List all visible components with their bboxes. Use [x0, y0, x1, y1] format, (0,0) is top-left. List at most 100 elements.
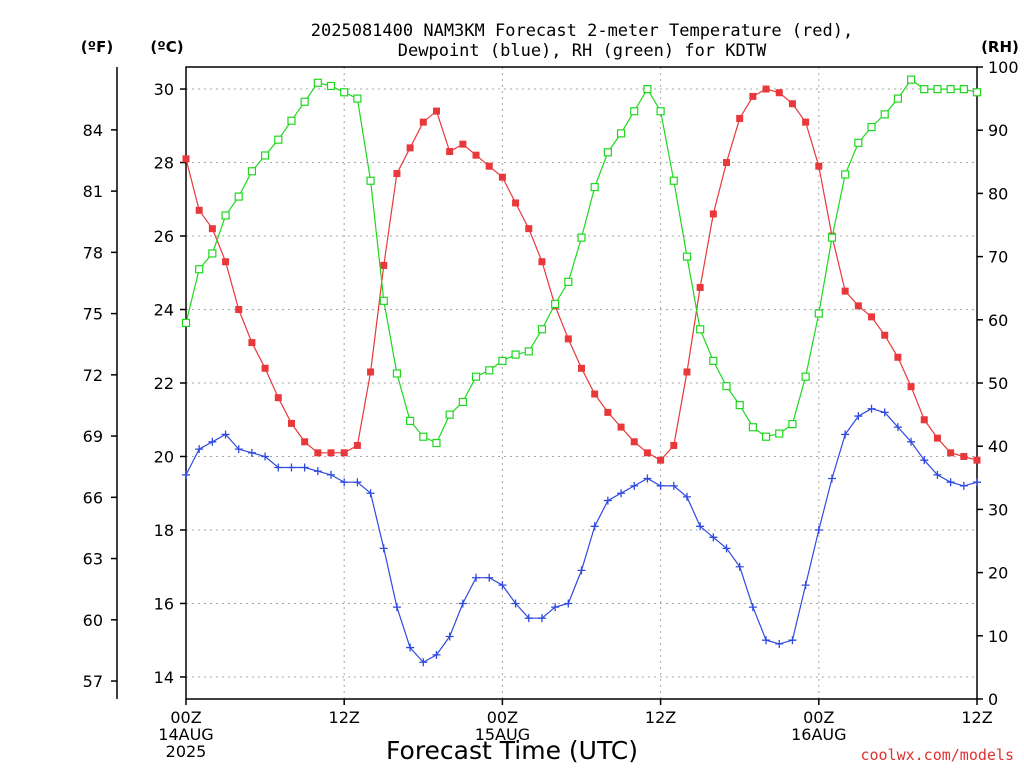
rh-point	[564, 277, 573, 286]
rh-point	[735, 401, 744, 410]
rh-point	[880, 110, 889, 119]
x-tick-label: 15AUG	[475, 725, 530, 744]
dewpoint-point	[893, 423, 902, 432]
temperature-point	[960, 452, 968, 460]
celsius-axis-ticks: 14 16 18 20 22 24 26 28 30	[154, 80, 186, 687]
dewpoint-point	[274, 463, 283, 472]
rh-point	[511, 350, 520, 359]
temperature-point	[683, 368, 691, 376]
rh-point	[761, 432, 771, 441]
dewpoint-point	[261, 452, 270, 461]
temperature-point	[353, 441, 361, 449]
temperature-point	[380, 261, 388, 269]
temperature-point	[657, 456, 665, 464]
rh-tick-label: 0	[988, 690, 998, 709]
rh-point	[432, 438, 441, 448]
dewpoint-point	[379, 544, 388, 553]
dewpoint-point	[854, 412, 863, 421]
temperature-point	[617, 423, 625, 431]
celsius-tick-label: 30	[154, 80, 174, 99]
rh-point	[524, 347, 533, 356]
rh-point	[814, 309, 823, 318]
temperature-point	[446, 148, 454, 156]
x-axis-label: Forecast Time (UTC)	[386, 736, 638, 765]
dewpoint-point	[973, 478, 981, 487]
dewpoint-point	[775, 639, 784, 648]
rh-point	[498, 356, 507, 365]
rh-series-line	[185, 78, 978, 444]
celsius-tick-label: 16	[154, 594, 174, 613]
rh-tick-label: 10	[988, 627, 1008, 646]
temperature-point	[643, 449, 651, 457]
dewpoint-point	[669, 481, 678, 490]
rh-tick-label: 20	[988, 564, 1008, 583]
temperature-point	[512, 199, 520, 207]
fahrenheit-tick-label: 63	[83, 550, 103, 569]
temperature-point	[881, 331, 889, 339]
temperature-point	[788, 100, 796, 108]
rh-point	[353, 94, 362, 103]
x-tick-label: 00Z	[803, 708, 834, 727]
temperature-point	[208, 225, 216, 233]
rh-point	[181, 318, 191, 328]
rh-point	[630, 107, 639, 116]
temperature-point	[485, 162, 493, 170]
fahrenheit-tick-label: 57	[83, 672, 103, 691]
rh-point	[274, 135, 283, 144]
x-tick-label: 12Z	[329, 708, 360, 727]
rh-point	[458, 397, 467, 407]
dewpoint-point	[551, 603, 560, 612]
rh-point	[577, 233, 586, 242]
x-tick-label: 00Z	[170, 708, 201, 727]
dewpoint-point	[247, 448, 256, 457]
rh-point	[287, 116, 296, 125]
temperature-point	[630, 438, 638, 446]
rh-point	[471, 372, 481, 381]
dewpoint-point	[353, 478, 362, 487]
dewpoint-point	[234, 445, 243, 454]
temperature-point	[472, 151, 480, 159]
rh-point	[656, 107, 665, 116]
temperature-point	[591, 390, 599, 398]
temperature-point	[723, 159, 731, 167]
dewpoint-point	[841, 430, 850, 439]
dewpoint-point	[485, 573, 494, 582]
temperature-point	[670, 441, 678, 449]
dewpoint-point	[801, 581, 810, 590]
temperature-point	[920, 416, 928, 424]
x-tick-label: 12Z	[645, 708, 676, 727]
chart-title-line2: Dewpoint (blue), RH (green) for KDTW	[398, 41, 767, 61]
rh-point	[906, 75, 916, 84]
temperature-point	[248, 339, 256, 347]
rh-point	[801, 372, 810, 381]
celsius-tick-label: 20	[154, 447, 174, 466]
rh-point	[234, 192, 243, 201]
fahrenheit-tick-label: 75	[83, 305, 103, 324]
dewpoint-point	[630, 481, 639, 490]
rh-point	[920, 85, 929, 94]
dewpoint-point	[313, 467, 322, 476]
dewpoint-point	[735, 562, 744, 571]
rh-axis-ticks: 0 10 20 30 40 50 60 70 80 90 100	[977, 58, 1019, 709]
rh-tick-label: 60	[988, 311, 1008, 330]
dewpoint-point	[287, 463, 296, 472]
rh-point	[392, 369, 402, 378]
dewpoint-point	[643, 474, 652, 483]
data-series	[181, 75, 982, 667]
temperature-point	[802, 118, 810, 126]
rh-point	[313, 78, 322, 87]
dewpoint-point	[537, 614, 546, 623]
dewpoint-point	[445, 632, 454, 641]
x-tick-label: 12Z	[961, 708, 992, 727]
dewpoint-point	[920, 456, 929, 465]
rh-point	[775, 429, 784, 438]
dewpoint-point	[880, 408, 889, 417]
dewpoint-point	[392, 603, 401, 612]
dewpoint-point	[221, 430, 230, 439]
temperature-point	[775, 89, 783, 97]
rh-point	[709, 356, 718, 365]
temperature-point	[182, 155, 190, 163]
rh-tick-label: 50	[988, 374, 1008, 393]
dewpoint-point	[827, 474, 836, 483]
